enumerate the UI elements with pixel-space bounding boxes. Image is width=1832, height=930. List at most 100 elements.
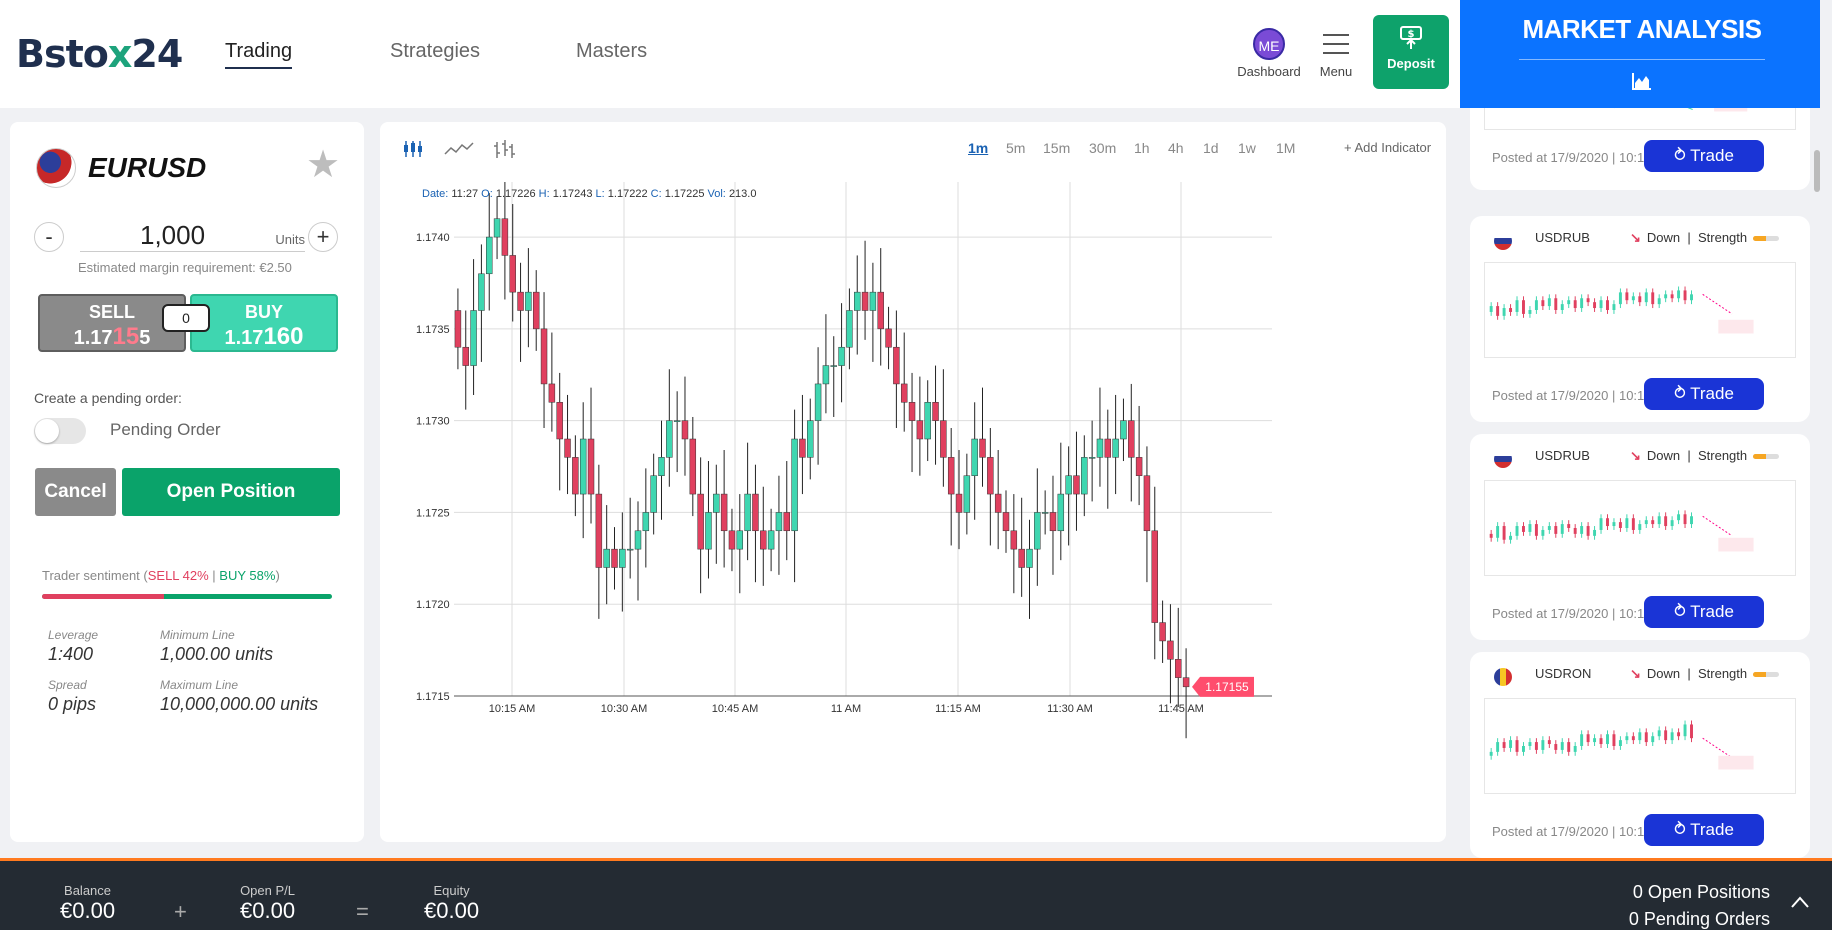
candle (932, 402, 939, 421)
timeframe-1d[interactable]: 1d (1203, 140, 1219, 156)
candle (728, 530, 736, 550)
timeframe-1M[interactable]: 1M (1276, 140, 1296, 156)
open-pl: Open P/L €0.00 (240, 883, 296, 923)
timeframe-1w[interactable]: 1w (1238, 140, 1256, 156)
menu-button[interactable]: Menu (1316, 28, 1356, 79)
candle (861, 291, 869, 311)
candle (822, 365, 830, 385)
x-tick-label: 11:45 AM (1158, 703, 1204, 715)
timeframe-1h[interactable]: 1h (1134, 140, 1150, 156)
spread-label: Spread (48, 678, 87, 692)
line-chart-icon[interactable] (444, 138, 474, 165)
candle (1096, 438, 1104, 458)
candle (619, 548, 626, 568)
candle (1120, 420, 1127, 440)
trade-button[interactable]: ⥁ Trade (1644, 814, 1764, 846)
timeframe-15m[interactable]: 15m (1043, 140, 1071, 156)
timeframe-4h[interactable]: 4h (1168, 140, 1184, 156)
analysis-posted: Posted at 17/9/2020 | 10:11 (1492, 606, 1651, 621)
candle (854, 291, 861, 311)
candle (486, 236, 493, 275)
increase-units-button[interactable]: + (308, 222, 338, 252)
candle (572, 457, 579, 495)
favorite-star-icon[interactable]: ★ (306, 144, 341, 186)
timeframe-5m[interactable]: 5m (1006, 140, 1026, 156)
trade-button[interactable]: ⥁ Trade (1644, 140, 1764, 172)
candle (650, 475, 657, 513)
cancel-button[interactable]: Cancel (35, 468, 116, 516)
margin-requirement: Estimated margin requirement: €2.50 (78, 260, 292, 275)
positions-summary[interactable]: 0 Open Positions 0 Pending Orders (1628, 882, 1770, 929)
candle (556, 402, 563, 440)
x-tick-label: 10:15 AM (489, 703, 535, 715)
min-line-label: Minimum Line (160, 628, 235, 642)
buy-button[interactable]: BUY 1.17160 (190, 294, 338, 352)
candle (767, 530, 775, 550)
sell-button[interactable]: SELL 1.17155 (38, 294, 186, 352)
y-tick-label: 1.1735 (416, 324, 450, 336)
trend-down-icon: ↘ (1630, 448, 1641, 463)
timeframe-30m[interactable]: 30m (1089, 140, 1117, 156)
candle (1065, 475, 1072, 495)
deposit-button[interactable]: $ Deposit (1373, 15, 1449, 89)
candle (799, 438, 806, 458)
candle (1182, 677, 1190, 688)
nav-masters[interactable]: Masters (576, 40, 648, 62)
candle (689, 438, 697, 495)
candle (947, 457, 955, 495)
trade-button[interactable]: ⥁ Trade (1644, 378, 1764, 410)
pending-order-toggle[interactable] (34, 418, 86, 444)
order-panel: EURUSD ★ - 1,000 Units + Estimated margi… (10, 122, 364, 842)
area-chart-icon[interactable] (1460, 72, 1820, 96)
candle (1041, 512, 1049, 514)
nav-trading[interactable]: Trading (225, 40, 293, 69)
candle (775, 512, 783, 532)
candle (540, 328, 548, 385)
market-analysis-scrollbar[interactable] (1814, 150, 1820, 192)
candle (579, 438, 587, 495)
price-chart[interactable]: 1.1740 1.1735 1.1730 1.1725 1.1720 1.1715 10:1… (380, 122, 1446, 842)
candle (642, 512, 650, 532)
candle (1034, 512, 1041, 550)
add-indicator-button[interactable]: + Add Indicator (1344, 140, 1432, 155)
candlestick-icon[interactable] (402, 138, 424, 165)
logo[interactable]: Bstox24 (16, 32, 183, 76)
candle (987, 457, 994, 495)
dashboard-button[interactable]: ME Dashboard (1236, 28, 1302, 79)
strength-bar (1753, 672, 1780, 678)
candle (595, 493, 603, 568)
ohlc-bars-icon[interactable] (492, 138, 516, 165)
units-input[interactable]: 1,000 Units (80, 220, 305, 252)
candle (658, 457, 665, 476)
y-tick-label: 1.1720 (416, 599, 450, 611)
candle (885, 328, 892, 348)
analysis-symbol: USDRUB (1535, 448, 1590, 463)
candle (1073, 475, 1080, 495)
decrease-units-button[interactable]: - (34, 222, 64, 252)
candle (525, 291, 532, 311)
chevron-up-icon[interactable] (1790, 889, 1810, 915)
candle (517, 291, 524, 311)
trade-button[interactable]: ⥁ Trade (1644, 596, 1764, 628)
candle (955, 493, 963, 513)
candle (462, 346, 469, 366)
avatar: ME (1253, 28, 1285, 60)
candle (1151, 530, 1158, 623)
nav-strategies[interactable]: Strategies (390, 40, 481, 62)
analysis-symbol: USDRUB (1535, 230, 1590, 245)
candle (509, 255, 516, 293)
candle (994, 493, 1002, 513)
last-price-tag (1192, 676, 1254, 697)
timeframe-1m[interactable]: 1m (968, 140, 989, 156)
analysis-thumbnail (1484, 262, 1796, 358)
currency-flag-icon (1494, 668, 1512, 686)
candle (1128, 420, 1135, 458)
open-position-button[interactable]: Open Position (122, 468, 340, 516)
candle (713, 493, 720, 513)
pending-order-label: Create a pending order: (34, 390, 182, 406)
analysis-thumbnail (1484, 698, 1796, 794)
sell-price: 1.17155 (73, 323, 151, 350)
candle (501, 218, 509, 256)
candle (1143, 475, 1151, 532)
trader-sentiment: Trader sentiment (SELL 42% | BUY 58%) (42, 568, 280, 583)
